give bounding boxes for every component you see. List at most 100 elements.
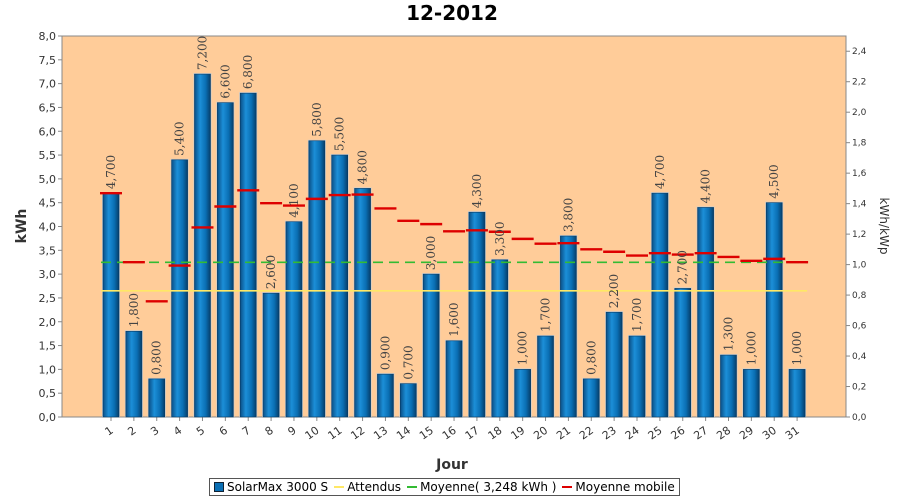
- bar: [148, 378, 166, 418]
- y-tick-label: 6,5: [39, 101, 57, 114]
- bar-data-label: 1,600: [447, 302, 461, 336]
- x-tick-label: 27: [691, 424, 710, 443]
- y-tick-label: 4,5: [39, 197, 57, 210]
- x-tick-label: 6: [217, 424, 230, 439]
- legend-swatch-moving-average: [562, 486, 573, 488]
- legend: SolarMax 3000 S Attendus Moyenne( 3,248 …: [209, 478, 680, 496]
- legend-label-average: Moyenne( 3,248 kWh ): [420, 480, 557, 494]
- y-right-tick-label: 1,8: [852, 139, 867, 149]
- y-right-tick-label: 2,2: [852, 78, 866, 88]
- bar-data-label: 4,700: [104, 155, 118, 189]
- bar-data-label: 5,400: [173, 121, 187, 155]
- bar-data-label: 1,300: [721, 317, 735, 351]
- y-tick-label: 0,5: [39, 387, 57, 400]
- bar: [285, 221, 303, 418]
- y-tick-label: 1,0: [39, 363, 57, 376]
- bar: [400, 383, 417, 418]
- bar-data-label: 0,800: [150, 341, 164, 375]
- y-tick-label: 5,5: [39, 149, 57, 162]
- bar: [697, 207, 714, 418]
- bar-data-label: 1,800: [127, 293, 141, 327]
- bar-data-label: 0,800: [584, 341, 598, 375]
- x-tick-label: 30: [760, 424, 779, 443]
- y-tick-label: 2,5: [39, 292, 57, 305]
- legend-item-expected: Attendus: [334, 480, 401, 494]
- y-tick-label: 3,0: [39, 268, 57, 281]
- bar-data-label: 0,900: [378, 336, 392, 370]
- bar-data-label: 3,300: [493, 221, 507, 255]
- bar-data-label: 1,000: [744, 331, 758, 365]
- bars: [102, 73, 807, 418]
- bar: [743, 369, 760, 418]
- bar: [560, 235, 577, 418]
- legend-label-expected: Attendus: [347, 480, 402, 494]
- bar-data-label: 2,600: [264, 255, 278, 289]
- y-right-tick-label: 2,0: [852, 108, 867, 118]
- reference-lines: [100, 189, 809, 303]
- bar-data-label: 6,600: [218, 64, 232, 98]
- y-right-tick-label: 0,2: [852, 383, 866, 393]
- x-tick-label: 1: [103, 424, 116, 439]
- bar: [308, 140, 326, 418]
- bar-data-label: 1,000: [790, 331, 804, 365]
- y-right-tick-label: 1,2: [852, 230, 866, 240]
- bar-data-label: 1,700: [539, 298, 553, 332]
- x-tick-label: 29: [737, 424, 756, 443]
- y-right-tick-label: 1,0: [852, 261, 867, 271]
- bar: [651, 192, 669, 418]
- legend-item-production: SolarMax 3000 S: [214, 480, 328, 494]
- y-tick-label: 0,0: [39, 411, 57, 424]
- bar-data-label: 4,400: [699, 169, 713, 203]
- y-right-tick-label: 1,6: [852, 169, 867, 179]
- x-tick-label: 20: [531, 424, 550, 443]
- y-right-tick-label: 0,0: [852, 413, 867, 423]
- x-tick-label: 13: [371, 424, 390, 443]
- x-tick-label: 14: [394, 424, 413, 443]
- y-axis-right-title: kWh/kWp: [877, 198, 891, 255]
- bar-data-label: 4,800: [356, 150, 370, 184]
- bar-data-label: 4,700: [653, 155, 667, 189]
- bar: [171, 159, 188, 418]
- x-tick-label: 25: [646, 424, 665, 443]
- bar-data-label: 5,500: [333, 117, 347, 151]
- y-axis-title: kWh: [14, 209, 30, 244]
- bar-data-label: 6,800: [241, 55, 255, 89]
- bar: [628, 335, 646, 418]
- x-tick-label: 5: [194, 424, 207, 439]
- bar: [445, 340, 463, 418]
- y-tick-label: 1,5: [39, 340, 57, 353]
- bar: [377, 373, 394, 418]
- x-tick-label: 2: [125, 424, 138, 439]
- x-tick-label: 9: [285, 424, 298, 439]
- axes: 0,0 0,5 1,0 1,5 2,0 2,5 3,0 3,5 4,0 4,5 5,0 5,5 6,0 6…: [39, 30, 867, 442]
- x-tick-label: 11: [325, 424, 344, 443]
- bar-data-label: 4,300: [470, 174, 484, 208]
- bar: [102, 192, 120, 418]
- bar-data-label: 5,800: [310, 102, 324, 136]
- y-tick-label: 8,0: [39, 30, 57, 43]
- x-tick-label: 22: [577, 424, 596, 443]
- x-tick-label: 28: [714, 424, 733, 443]
- bar: [491, 259, 509, 418]
- x-tick-label: 23: [600, 424, 619, 443]
- x-tick-label: 3: [148, 424, 161, 439]
- bar: [217, 102, 234, 418]
- bar-data-label: 4,100: [287, 183, 301, 217]
- x-tick-label: 31: [783, 424, 802, 443]
- x-tick-label: 17: [463, 424, 482, 443]
- bar: [788, 369, 806, 418]
- legend-label-production: SolarMax 3000 S: [227, 480, 329, 494]
- y-right-tick-label: 0,8: [852, 291, 867, 301]
- legend-swatch-production: [214, 482, 224, 492]
- x-tick-label: 18: [486, 424, 505, 443]
- bar: [765, 202, 783, 418]
- bar: [720, 354, 737, 418]
- bar: [537, 335, 554, 418]
- x-tick-label: 4: [171, 424, 184, 439]
- legend-swatch-expected: [334, 486, 345, 488]
- y-right-tick-label: 2,4: [852, 47, 867, 57]
- bar: [125, 330, 143, 418]
- bar-data-label: 1,700: [630, 298, 644, 332]
- x-tick-label: 12: [348, 424, 367, 443]
